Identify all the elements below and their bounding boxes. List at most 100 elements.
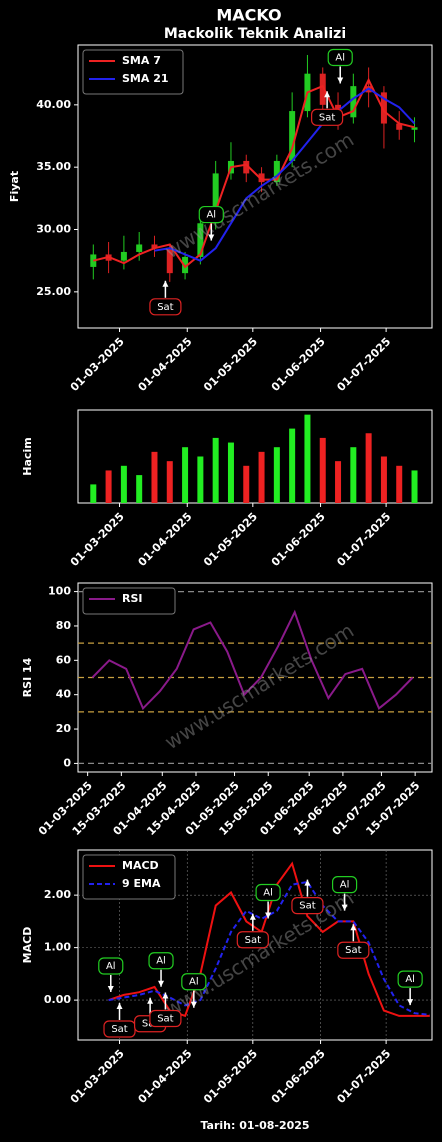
bar	[136, 475, 143, 503]
y-tick-label: 40.00	[36, 98, 71, 111]
annotation-box	[236, 931, 269, 949]
legend-label: SMA 7	[122, 54, 161, 67]
y-axis-label: Fiyat	[8, 171, 21, 202]
annotation-arrowhead	[304, 879, 311, 886]
plot	[90, 414, 418, 503]
annotation-box	[149, 298, 182, 316]
annotation-box	[331, 876, 358, 894]
y-tick-label: 35.00	[36, 160, 71, 173]
annotation-box	[255, 883, 281, 902]
annotation-arrowhead	[107, 985, 114, 992]
annotation-label: Sat	[157, 1013, 173, 1024]
annotation-label: Al	[263, 888, 273, 899]
bar	[335, 461, 342, 503]
series-line	[154, 87, 416, 262]
y-tick-label: 25.00	[36, 285, 71, 298]
bar	[365, 433, 372, 503]
annotation-box	[311, 108, 344, 126]
candle-body	[182, 256, 189, 274]
legend-label: 9 EMA	[122, 877, 161, 890]
candle-body	[166, 248, 173, 274]
bar	[151, 451, 158, 503]
y-tick-label: 40	[56, 688, 72, 701]
plot-area	[77, 409, 433, 504]
annotation-arrowhead	[249, 913, 256, 920]
annotation-arrowhead	[162, 992, 169, 999]
x-axis-label: Tarih: 01-08-2025	[200, 1119, 309, 1132]
annotation-label: Al	[206, 210, 216, 221]
candle-body	[289, 111, 296, 161]
y-axis-label: Hacim	[21, 437, 34, 475]
candle-body	[197, 223, 204, 257]
annotation-label: Al	[106, 961, 116, 972]
annotation-label: Al	[340, 880, 350, 891]
bar	[289, 428, 296, 503]
annotation-box	[148, 952, 174, 970]
annotation-arrowhead	[337, 77, 344, 84]
bar	[350, 447, 357, 503]
annotation-arrowhead	[116, 1002, 123, 1009]
candle-body	[411, 127, 418, 130]
annotation-box	[181, 973, 207, 991]
annotation-box	[291, 897, 324, 915]
annotation-label: Al	[189, 977, 199, 988]
legend-box	[82, 587, 176, 615]
bar	[380, 456, 387, 503]
annotation-box	[327, 48, 353, 67]
annotation-arrowhead	[350, 924, 357, 931]
series-line	[108, 861, 430, 1018]
bar	[212, 437, 219, 503]
annotation-box	[149, 1009, 182, 1028]
legend-label: SMA 21	[122, 72, 169, 85]
annotation-box	[397, 970, 423, 988]
bar	[319, 437, 326, 503]
candle-body	[151, 244, 158, 249]
y-tick-label: 2.00	[44, 888, 71, 901]
y-tick-label: 0	[63, 756, 71, 769]
y-tick-label: 20	[56, 722, 72, 735]
candle-body	[258, 173, 265, 183]
annotation-arrowhead	[158, 980, 165, 987]
bar	[197, 456, 204, 503]
bar	[304, 414, 311, 503]
annotation-arrowhead	[407, 999, 414, 1006]
candle-body	[273, 160, 280, 183]
annotation-arrowhead	[265, 912, 272, 919]
series-line	[93, 77, 415, 269]
y-tick-label: 30.00	[36, 223, 71, 236]
y-tick-label: 60	[56, 653, 72, 666]
series-line	[91, 609, 414, 711]
annotation-label: Al	[405, 974, 415, 985]
annotation-box	[337, 941, 370, 959]
annotation-label: Sat	[345, 945, 361, 956]
y-axis-label: RSI 14	[21, 657, 34, 697]
panel: www.uscmarkets.com02040608010001-03-2025…	[21, 582, 433, 838]
candle-body	[212, 173, 219, 224]
annotation-label: Sat	[299, 901, 315, 912]
candle-body	[380, 92, 387, 124]
legend-label: MACD	[122, 859, 159, 872]
annotation-arrowhead	[341, 904, 348, 911]
candle-body	[136, 244, 143, 252]
chart-subtitle: Mackolik Teknik Analizi	[164, 26, 346, 42]
annotation-arrowhead	[147, 997, 154, 1004]
legend-label: RSI	[122, 592, 143, 605]
bar	[166, 461, 173, 503]
bar	[273, 447, 280, 503]
bar	[396, 465, 403, 503]
candle-body	[243, 160, 250, 174]
plot	[78, 590, 432, 765]
annotation-label: Sat	[245, 935, 261, 946]
candle-body	[350, 86, 357, 118]
y-tick-label: 100	[48, 585, 71, 598]
annotation-label: Sat	[319, 112, 335, 123]
annotation-label: Al	[335, 52, 345, 63]
bar	[120, 465, 127, 503]
bar	[90, 484, 97, 503]
y-tick-label: 80	[56, 619, 72, 632]
bar	[258, 451, 265, 503]
annotation-box	[198, 205, 224, 224]
bar	[411, 470, 418, 503]
annotation-arrowhead	[208, 234, 215, 241]
y-axis-label: MACD	[21, 927, 34, 964]
